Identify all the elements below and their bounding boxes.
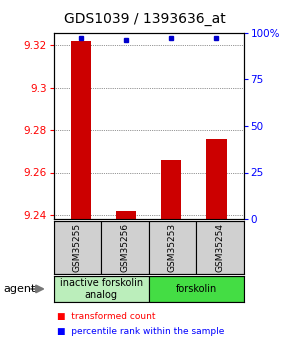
Bar xyxy=(54,221,101,274)
Text: ■  transformed count: ■ transformed count xyxy=(57,312,155,321)
Bar xyxy=(161,160,182,219)
Bar xyxy=(206,139,227,219)
Bar xyxy=(116,210,136,219)
Text: GDS1039 / 1393636_at: GDS1039 / 1393636_at xyxy=(64,12,226,26)
Text: GSM35253: GSM35253 xyxy=(168,223,177,272)
Text: inactive forskolin
analog: inactive forskolin analog xyxy=(59,278,143,300)
Text: GSM35255: GSM35255 xyxy=(73,223,82,272)
Bar xyxy=(101,221,148,274)
Text: GSM35254: GSM35254 xyxy=(215,223,224,272)
Bar xyxy=(148,221,196,274)
Bar xyxy=(148,276,244,302)
Text: forskolin: forskolin xyxy=(175,284,217,294)
Text: GSM35256: GSM35256 xyxy=(120,223,129,272)
Bar xyxy=(196,221,244,274)
Text: agent: agent xyxy=(3,284,35,294)
Bar xyxy=(54,276,148,302)
Text: ■  percentile rank within the sample: ■ percentile rank within the sample xyxy=(57,327,224,336)
Bar xyxy=(70,41,91,219)
